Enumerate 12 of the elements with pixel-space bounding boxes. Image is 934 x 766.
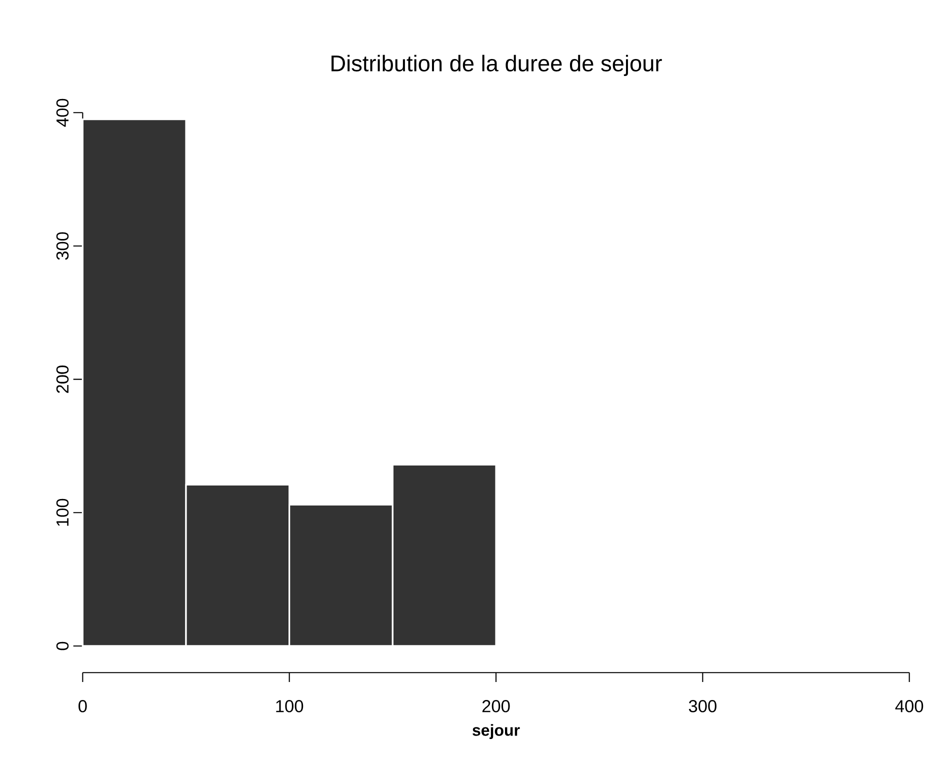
x-tick-label: 0 <box>78 700 87 712</box>
x-tick-label: 100 <box>276 700 304 712</box>
x-tick-label: 300 <box>688 700 716 712</box>
y-tick-label: 0 <box>56 642 69 650</box>
y-tick-label: 200 <box>56 366 69 393</box>
y-tick-label: 300 <box>56 232 69 260</box>
x-tick-label: 200 <box>482 700 510 712</box>
x-axis-title: sejour <box>472 724 520 740</box>
x-tick-label: 400 <box>895 700 924 712</box>
chart-title: Distribution de la duree de sejour <box>332 54 662 76</box>
y-tick-label: 100 <box>56 498 69 526</box>
y-tick-label: 400 <box>56 98 69 127</box>
